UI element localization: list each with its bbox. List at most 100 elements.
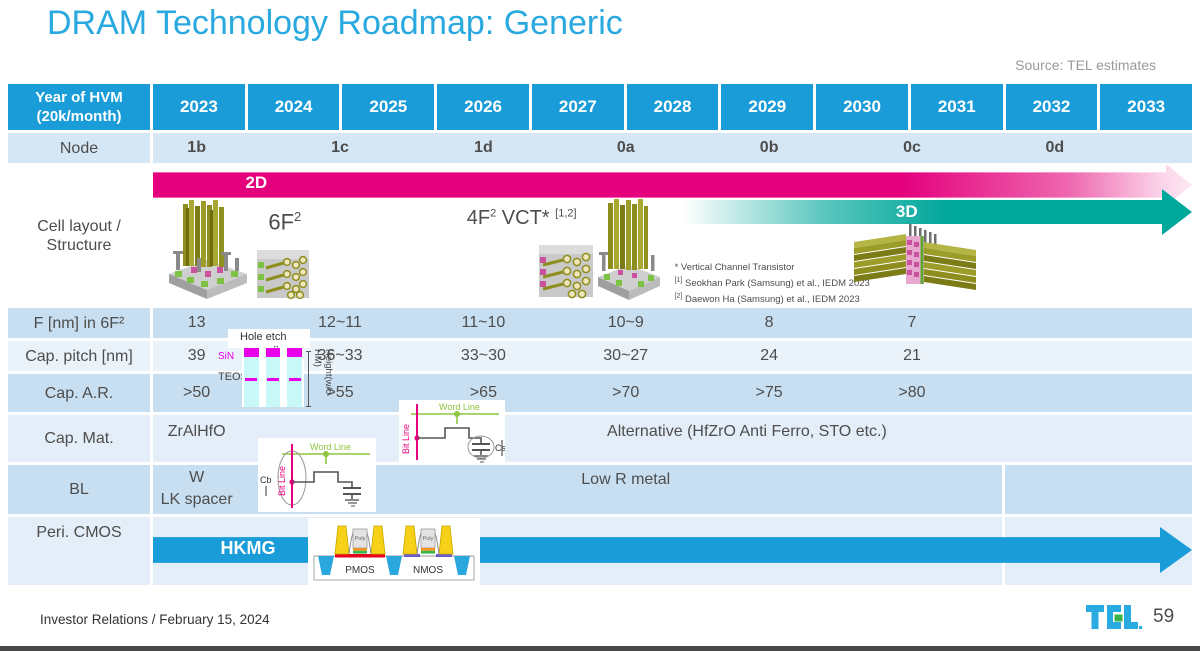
cell-value: 24: [760, 347, 779, 364]
cell-value: 1c: [331, 139, 349, 156]
source-note: Source: TEL estimates: [1015, 57, 1156, 73]
f-row-label: F [nm] in 6F²: [8, 308, 150, 338]
year-header-cell: 2030: [816, 84, 908, 130]
cell-value: 39: [187, 347, 206, 364]
cap-pitch-row: Cap. pitch [nm] 39 36~33 33~30 30~27 24 21: [8, 341, 1192, 371]
height-arrow: [306, 351, 311, 407]
svg-text:Poly: Poly: [423, 536, 434, 542]
cell-value: 13: [187, 314, 206, 331]
cap-mat-alternative: Alternative (HfZrO Anti Ferro, STO etc.): [607, 423, 887, 440]
corner-line2: (20k/month): [36, 108, 122, 125]
bl-row: BL W LK spacer Low R metal: [8, 465, 1192, 514]
cell-value: 8: [764, 314, 774, 331]
footer-text: Investor Relations / February 15, 2024: [40, 612, 270, 627]
year-header-cell: 2032: [1005, 84, 1098, 130]
structure-image-4f2-rods: [539, 245, 593, 299]
year-header-cell: 2024: [247, 84, 340, 130]
corner-line1: Year of HVM: [35, 89, 123, 106]
cell-value: 0c: [903, 139, 921, 156]
page-title: DRAM Technology Roadmap: Generic: [47, 4, 623, 42]
cap-mat-row: Cap. Mat. ZrAlHfO Alternative (HfZrO Ant…: [8, 415, 1192, 462]
svg-text:Word Line: Word Line: [310, 442, 351, 452]
cell-value: 0d: [1045, 139, 1065, 156]
bl-metal: Low R metal: [581, 471, 671, 488]
footnote-star: * Vertical Channel Transistor: [674, 262, 795, 273]
cell-value: 10~9: [607, 314, 644, 331]
cap-ar-row: Cap. A.R. >50 >55 >65 >70 >75 >80: [8, 374, 1192, 412]
footnote-1: [1] Seokhan Park (Samsung) et al., IEDM …: [674, 277, 870, 290]
cell-value: 36~33: [317, 347, 363, 364]
2d-arrow-label: 2D: [245, 173, 268, 192]
bl-material: W LK spacer: [160, 469, 233, 508]
node-row: Node 1b 1c 1d 0a 0b 0c 0d: [8, 133, 1192, 163]
header-corner-cell: Year of HVM (20k/month): [8, 84, 150, 130]
cell-value: 12~11: [318, 314, 362, 331]
pillar: [287, 348, 303, 407]
3d-arrow-label: 3D: [895, 202, 918, 221]
structure-row-content: 2D 3D 6F2 4F2 VCT* [1,2] * Vertical Chan…: [153, 166, 1192, 305]
cell-value: 1d: [474, 139, 493, 156]
cell-circuit-cb-inset: Word Line Bit Line Cb: [258, 438, 376, 512]
peri-cmos-row: Peri. CMOS HKMG: [8, 517, 1192, 585]
hole-etch-inset: Hole etch ↔ SiN TEOS Height(w/o HM): [218, 329, 334, 409]
structure-label-line1: Cell layout /: [37, 217, 121, 235]
f-row-values: 13 12~11 11~10 10~9 8 7: [153, 308, 1192, 338]
page-number: 59: [1153, 606, 1175, 627]
year-header-cells: 2023 2024 2025 2026 2027 2028 2029 2030 2031 2032…: [153, 84, 1193, 130]
year-header-cell: 2026: [437, 84, 529, 130]
f-row: F [nm] in 6F² 13 12~11 11~10 10~9 8 7: [8, 308, 1192, 338]
table-header-row: Year of HVM (20k/month) 2023 2024 2025 2026…: [8, 84, 1193, 130]
cell-value: >65: [469, 384, 497, 401]
year-header-cell: 2025: [342, 84, 435, 130]
svg-text:Bit Line: Bit Line: [401, 424, 411, 454]
hole-etch-title-bg: [228, 329, 310, 348]
bl-row-label: BL: [8, 465, 150, 514]
structure-row-label: Cell layout / Structure: [8, 166, 150, 305]
cell-value: 0a: [616, 139, 635, 156]
structure-image-4f2-pillars: [598, 199, 660, 300]
cap-pitch-row-values: 39 36~33 33~30 30~27 24 21: [153, 341, 1192, 371]
cell-value: >70: [612, 384, 640, 401]
cap-pitch-row-label: Cap. pitch [nm]: [8, 341, 150, 371]
structure-row: Cell layout / Structure 2D 3D 6F2 4F2 VC…: [8, 166, 1192, 305]
svg-text:Bit Line: Bit Line: [277, 466, 287, 496]
node-row-values: 1b 1c 1d 0a 0b 0c 0d: [153, 133, 1192, 163]
year-header-cell: 2028: [626, 84, 719, 130]
structure-image-6f2-pillars: [169, 200, 247, 299]
structure-image-6f2-rods: [257, 250, 309, 300]
year-header-cell: 2027: [531, 84, 624, 130]
node-row-label: Node: [8, 133, 150, 163]
cell-circuit-cs-inset: Word Line Bit Line Cs: [399, 400, 505, 464]
hole-etch-title: Hole etch: [240, 331, 287, 343]
cell-value: 21: [903, 347, 921, 364]
footnotes: * Vertical Channel Transistor [1] Seokha…: [675, 261, 870, 306]
svg-text:Word Line: Word Line: [439, 402, 480, 412]
cell-value: >75: [755, 384, 783, 401]
year-header-cell: 2023: [153, 84, 245, 130]
sin-label: SiN: [218, 351, 235, 362]
cap-ar-row-label: Cap. A.R.: [8, 374, 150, 412]
bottom-bar: [0, 646, 1200, 651]
tel-logo: [1086, 605, 1142, 629]
peri-cmos-row-label: Peri. CMOS: [8, 517, 150, 585]
cell-divider: [1001, 465, 1005, 514]
roadmap-table: Year of HVM (20k/month) 2023 2024 2025 2026…: [8, 84, 1193, 588]
cap-mat-material: ZrAlHfO: [167, 423, 226, 440]
year-header-cell: 2033: [1100, 84, 1193, 130]
svg-text:PMOS: PMOS: [345, 565, 375, 576]
cap-mat-row-label: Cap. Mat.: [8, 415, 150, 462]
footnote-2: [2] Daewon Ha (Samsung) et al., IEDM 202…: [674, 293, 860, 306]
cell-value: 30~27: [603, 347, 649, 364]
cap-ar-row-values: >50 >55 >65 >70 >75 >80: [153, 374, 1192, 412]
svg-text:NMOS: NMOS: [413, 565, 443, 576]
width-arrow-icon: ↔: [272, 341, 280, 350]
svg-text:Cs: Cs: [495, 443, 505, 453]
hole-etch-pillars: [242, 348, 304, 407]
cell-value: 7: [907, 314, 917, 331]
height-label: Height(w/o HM): [312, 349, 334, 395]
cell-value: >50: [183, 384, 211, 401]
svg-text:Cb: Cb: [260, 475, 272, 485]
6f2-label: 6F2: [268, 209, 302, 235]
pillar: [265, 348, 281, 407]
